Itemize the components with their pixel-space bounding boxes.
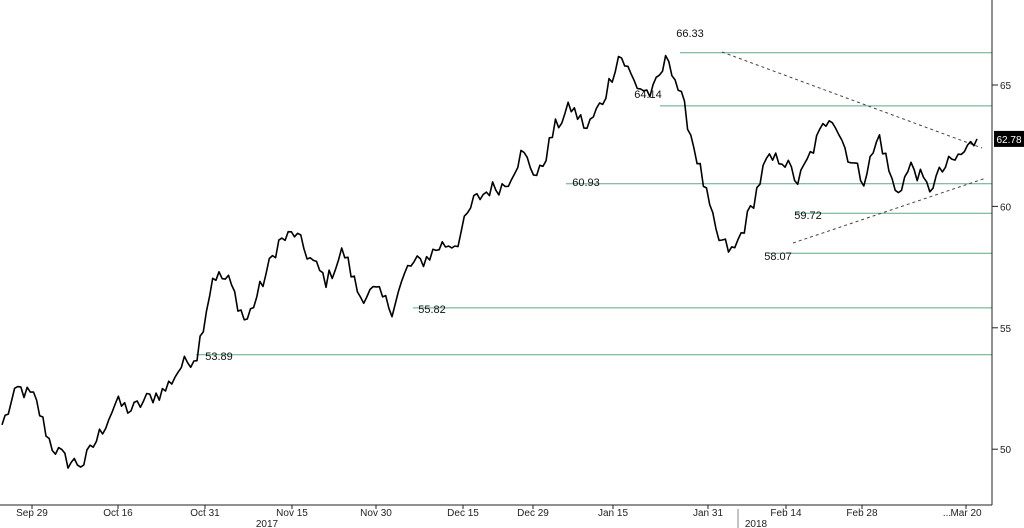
year-label: 2017: [256, 519, 279, 528]
last-value-label: 62.78: [996, 135, 1021, 146]
year-labels: 2017 2018: [256, 509, 768, 528]
x-tick-ellipsis: ...: [943, 508, 951, 519]
y-tick-label: 65: [1000, 81, 1012, 92]
last-value-badge: 62.78: [994, 130, 1024, 147]
x-tick-label: Feb 14: [770, 508, 802, 519]
level-annotation: 55.82: [418, 304, 446, 316]
level-annotation: 59.72: [794, 210, 822, 222]
price-line: [1, 54, 978, 469]
level-annotations: 53.89 55.82 58.07 59.72 60.93 64.14 66.33: [205, 28, 822, 363]
lower-trendline: [792, 177, 987, 244]
y-tick-label: 55: [1000, 324, 1012, 335]
x-tick-label: Jan 15: [598, 508, 628, 519]
x-tick-label: Oct 16: [103, 508, 133, 519]
triangle-trendlines: [721, 51, 987, 244]
y-ticks: 50 55 60 65: [992, 81, 1012, 456]
x-tick-label: Sep 29: [16, 508, 48, 519]
horizontal-levels: [196, 52, 992, 356]
x-tick-label: Nov 30: [360, 508, 392, 519]
upper-trendline: [721, 51, 983, 149]
level-annotation: 64.14: [634, 89, 662, 101]
x-tick-label: Jan 31: [693, 508, 723, 519]
year-label: 2018: [745, 519, 768, 528]
level-annotation: 53.89: [205, 351, 233, 363]
x-ticks: Sep 29 Oct 16 Oct 31 Nov 15 Nov 30 Dec 15 Dec …: [16, 505, 982, 519]
x-tick-label: Dec 29: [517, 508, 549, 519]
y-tick-label: 60: [1000, 202, 1012, 213]
x-tick-label: Oct 31: [190, 508, 220, 519]
last-value-badge-box: [994, 130, 1024, 147]
level-annotation: 60.93: [572, 177, 600, 189]
x-tick-label: Feb 28: [846, 508, 878, 519]
x-tick-label: Dec 15: [447, 508, 479, 519]
price-series: [1, 54, 978, 469]
level-annotation: 58.07: [764, 251, 792, 263]
x-tick-label: Mar 20: [950, 508, 982, 519]
y-tick-label: 50: [1000, 445, 1012, 456]
level-annotation: 66.33: [676, 28, 704, 40]
x-tick-label: Nov 15: [276, 508, 308, 519]
